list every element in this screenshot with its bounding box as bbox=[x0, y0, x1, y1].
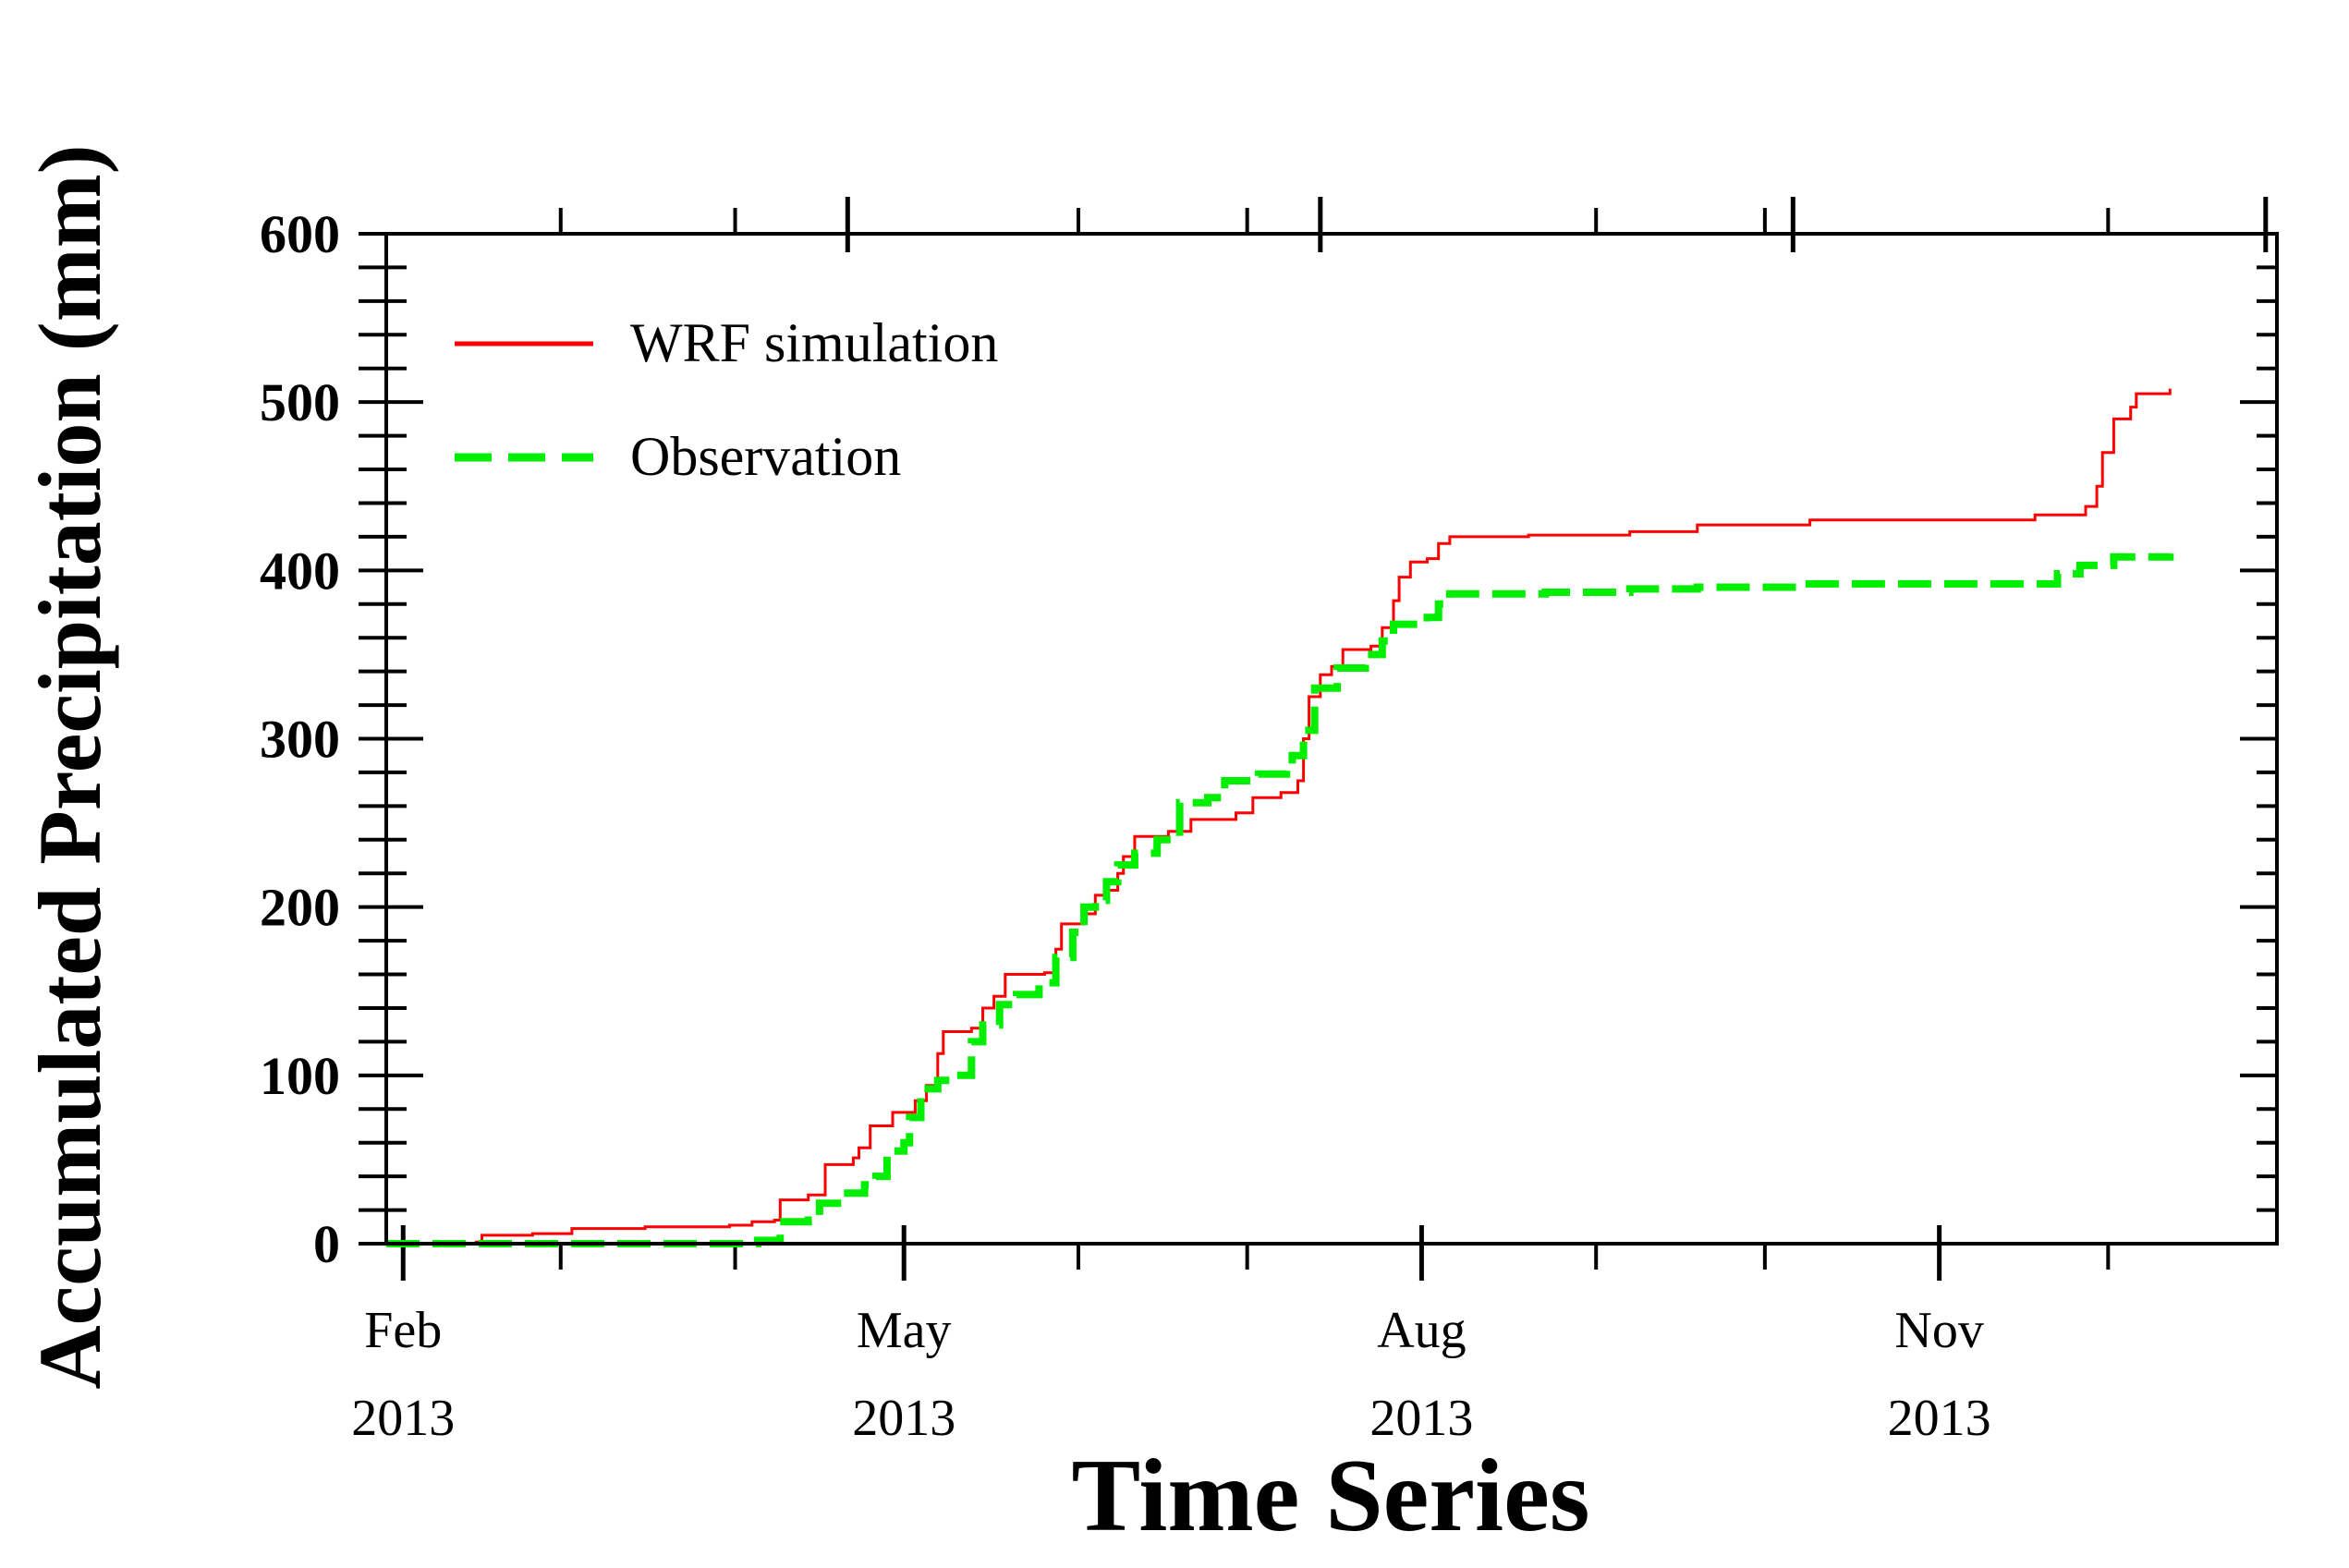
y-tick-label: 0 bbox=[313, 1214, 340, 1274]
y-tick-label: 400 bbox=[260, 541, 340, 601]
x-axis-title: Time Series bbox=[1072, 1439, 1590, 1553]
y-tick-label: 600 bbox=[260, 204, 340, 264]
x-tick-label-month: May bbox=[857, 1302, 952, 1359]
y-tick-label: 500 bbox=[260, 372, 340, 432]
x-tick-label-month: Nov bbox=[1894, 1302, 1983, 1359]
legend-label-wrf: WRF simulation bbox=[630, 312, 998, 373]
x-tick-label-year: 2013 bbox=[852, 1390, 955, 1447]
y-tick-label: 300 bbox=[260, 710, 340, 770]
y-tick-label: 200 bbox=[260, 878, 340, 938]
legend: WRF simulation Observation bbox=[455, 312, 998, 487]
axis-ticks-layer bbox=[359, 197, 2277, 1281]
x-tick-label-year: 2013 bbox=[1369, 1390, 1473, 1447]
y-axis-title: Accumulated Precipitation (mm) bbox=[20, 144, 119, 1389]
plot-frame bbox=[384, 232, 2279, 1246]
legend-label-observation: Observation bbox=[630, 426, 901, 487]
x-tick-label-month: Aug bbox=[1377, 1302, 1466, 1359]
x-tick-label-year: 2013 bbox=[351, 1390, 455, 1447]
x-tick-label-year: 2013 bbox=[1888, 1390, 1991, 1447]
series-line-wrf-simulation bbox=[386, 388, 2172, 1246]
series-layer bbox=[386, 388, 2174, 1247]
x-tick-label-month: Feb bbox=[364, 1302, 442, 1359]
series-line-observation bbox=[386, 553, 2174, 1247]
tick-labels-layer: 0 100 200 300 400 500 600 Feb 2013 May 2013 Aug 2013… bbox=[260, 204, 1991, 1447]
y-tick-label: 100 bbox=[260, 1046, 340, 1106]
